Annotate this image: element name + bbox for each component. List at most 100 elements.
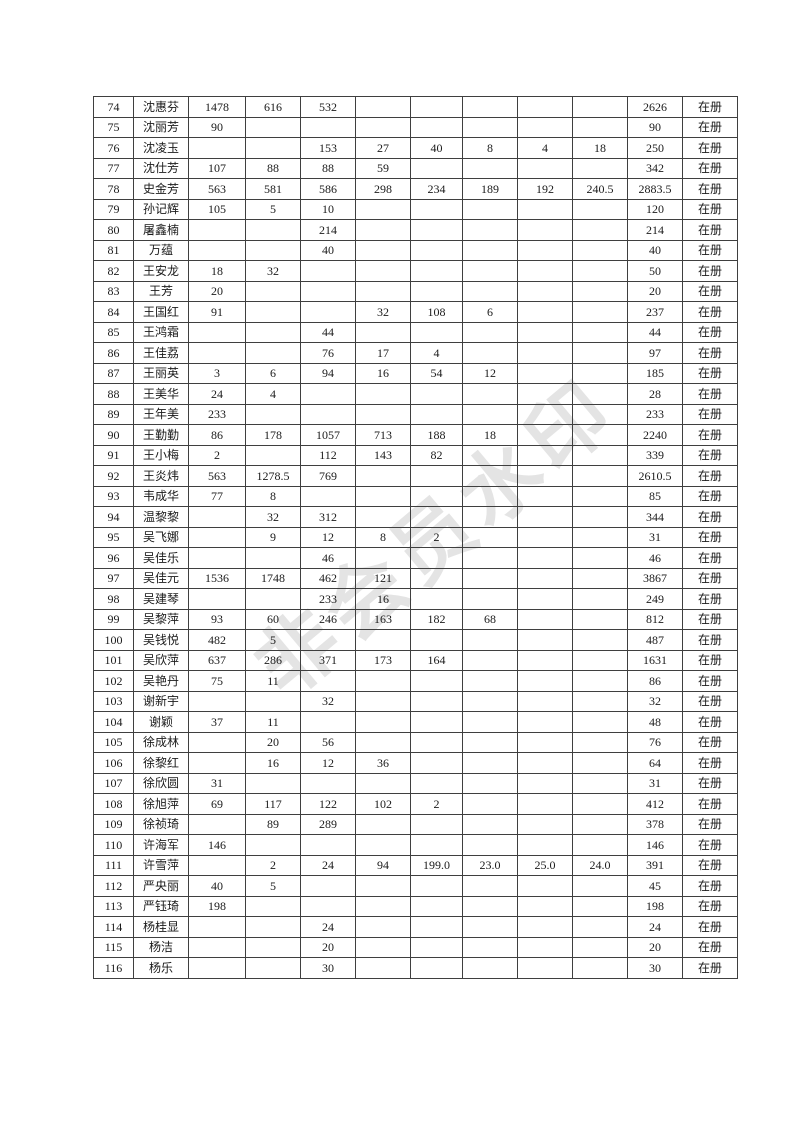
cell-member-name: 谢颖 [133, 711, 189, 733]
cell-col-3: 76 [300, 342, 356, 364]
cell-status: 在册 [682, 526, 738, 548]
cell-col-2 [245, 137, 301, 159]
cell-col-3 [300, 383, 356, 405]
cell-status: 在册 [682, 485, 738, 507]
cell-row-number: 90 [93, 424, 134, 446]
cell-col-2 [245, 219, 301, 241]
cell-row-number: 107 [93, 772, 134, 794]
cell-col-2: 6 [245, 362, 301, 384]
cell-col-3: 12 [300, 526, 356, 548]
cell-col-1 [188, 752, 246, 774]
cell-total: 48 [627, 711, 683, 733]
cell-total: 2240 [627, 424, 683, 446]
cell-col-7 [517, 793, 573, 815]
table-row: 89 王年美 233 233 在册 [93, 403, 738, 425]
cell-col-8 [572, 260, 628, 282]
cell-col-7 [517, 198, 573, 220]
cell-col-1 [188, 506, 246, 528]
cell-col-7 [517, 342, 573, 364]
cell-status: 在册 [682, 362, 738, 384]
cell-col-1 [188, 731, 246, 753]
cell-col-2: 88 [245, 157, 301, 179]
cell-col-4 [355, 670, 411, 692]
cell-total: 97 [627, 342, 683, 364]
cell-col-6 [462, 198, 518, 220]
cell-col-5 [410, 957, 463, 979]
cell-status: 在册 [682, 465, 738, 487]
cell-member-name: 王丽英 [133, 362, 189, 384]
cell-col-3: 12 [300, 752, 356, 774]
cell-status: 在册 [682, 116, 738, 138]
cell-status: 在册 [682, 219, 738, 241]
cell-col-3: 532 [300, 96, 356, 118]
cell-col-6 [462, 157, 518, 179]
cell-col-4 [355, 485, 411, 507]
cell-col-2: 4 [245, 383, 301, 405]
cell-col-5 [410, 157, 463, 179]
cell-col-1: 198 [188, 895, 246, 917]
cell-col-6 [462, 116, 518, 138]
cell-col-1: 18 [188, 260, 246, 282]
cell-col-5 [410, 198, 463, 220]
cell-col-7 [517, 957, 573, 979]
member-table-body: 74 沈惠芬 1478 616 532 2626 在册 75 沈丽芳 90 90 在册 76 沈凌玉 153… [93, 96, 738, 979]
cell-col-3: 46 [300, 547, 356, 569]
cell-col-8 [572, 916, 628, 938]
cell-col-3: 289 [300, 813, 356, 835]
cell-row-number: 82 [93, 260, 134, 282]
cell-member-name: 沈惠芬 [133, 96, 189, 118]
cell-col-8 [572, 239, 628, 261]
cell-col-7 [517, 383, 573, 405]
cell-row-number: 106 [93, 752, 134, 774]
cell-col-1 [188, 588, 246, 610]
cell-row-number: 92 [93, 465, 134, 487]
cell-col-3 [300, 670, 356, 692]
cell-col-8 [572, 772, 628, 794]
cell-col-8 [572, 670, 628, 692]
cell-member-name: 杨桂显 [133, 916, 189, 938]
cell-status: 在册 [682, 875, 738, 897]
cell-col-3: 371 [300, 649, 356, 671]
cell-col-2 [245, 301, 301, 323]
cell-member-name: 万蕴 [133, 239, 189, 261]
cell-col-8 [572, 731, 628, 753]
cell-row-number: 104 [93, 711, 134, 733]
cell-col-3 [300, 301, 356, 323]
cell-member-name: 吴建琴 [133, 588, 189, 610]
cell-total: 2626 [627, 96, 683, 118]
cell-col-2 [245, 690, 301, 712]
cell-status: 在册 [682, 157, 738, 179]
cell-total: 185 [627, 362, 683, 384]
cell-col-4 [355, 731, 411, 753]
cell-member-name: 王美华 [133, 383, 189, 405]
cell-col-6: 23.0 [462, 854, 518, 876]
cell-col-5: 199.0 [410, 854, 463, 876]
cell-col-8 [572, 567, 628, 589]
cell-col-5 [410, 403, 463, 425]
cell-total: 339 [627, 444, 683, 466]
cell-total: 24 [627, 916, 683, 938]
cell-col-6 [462, 916, 518, 938]
cell-col-8 [572, 362, 628, 384]
cell-col-7 [517, 485, 573, 507]
table-row: 111 许雪萍 2 24 94 199.0 23.0 25.0 24.0 391 在册 [93, 854, 738, 876]
cell-col-4 [355, 690, 411, 712]
cell-col-6: 12 [462, 362, 518, 384]
cell-status: 在册 [682, 731, 738, 753]
table-row: 77 沈仕芳 107 88 88 59 342 在册 [93, 157, 738, 179]
table-row: 110 许海军 146 146 在册 [93, 834, 738, 856]
cell-member-name: 沈仕芳 [133, 157, 189, 179]
cell-row-number: 97 [93, 567, 134, 589]
cell-col-7 [517, 731, 573, 753]
cell-col-7 [517, 875, 573, 897]
cell-col-1: 1536 [188, 567, 246, 589]
cell-status: 在册 [682, 752, 738, 774]
cell-col-1 [188, 916, 246, 938]
cell-col-7: 4 [517, 137, 573, 159]
cell-col-5 [410, 936, 463, 958]
cell-row-number: 116 [93, 957, 134, 979]
cell-col-1: 563 [188, 178, 246, 200]
cell-col-3 [300, 711, 356, 733]
cell-col-8 [572, 834, 628, 856]
